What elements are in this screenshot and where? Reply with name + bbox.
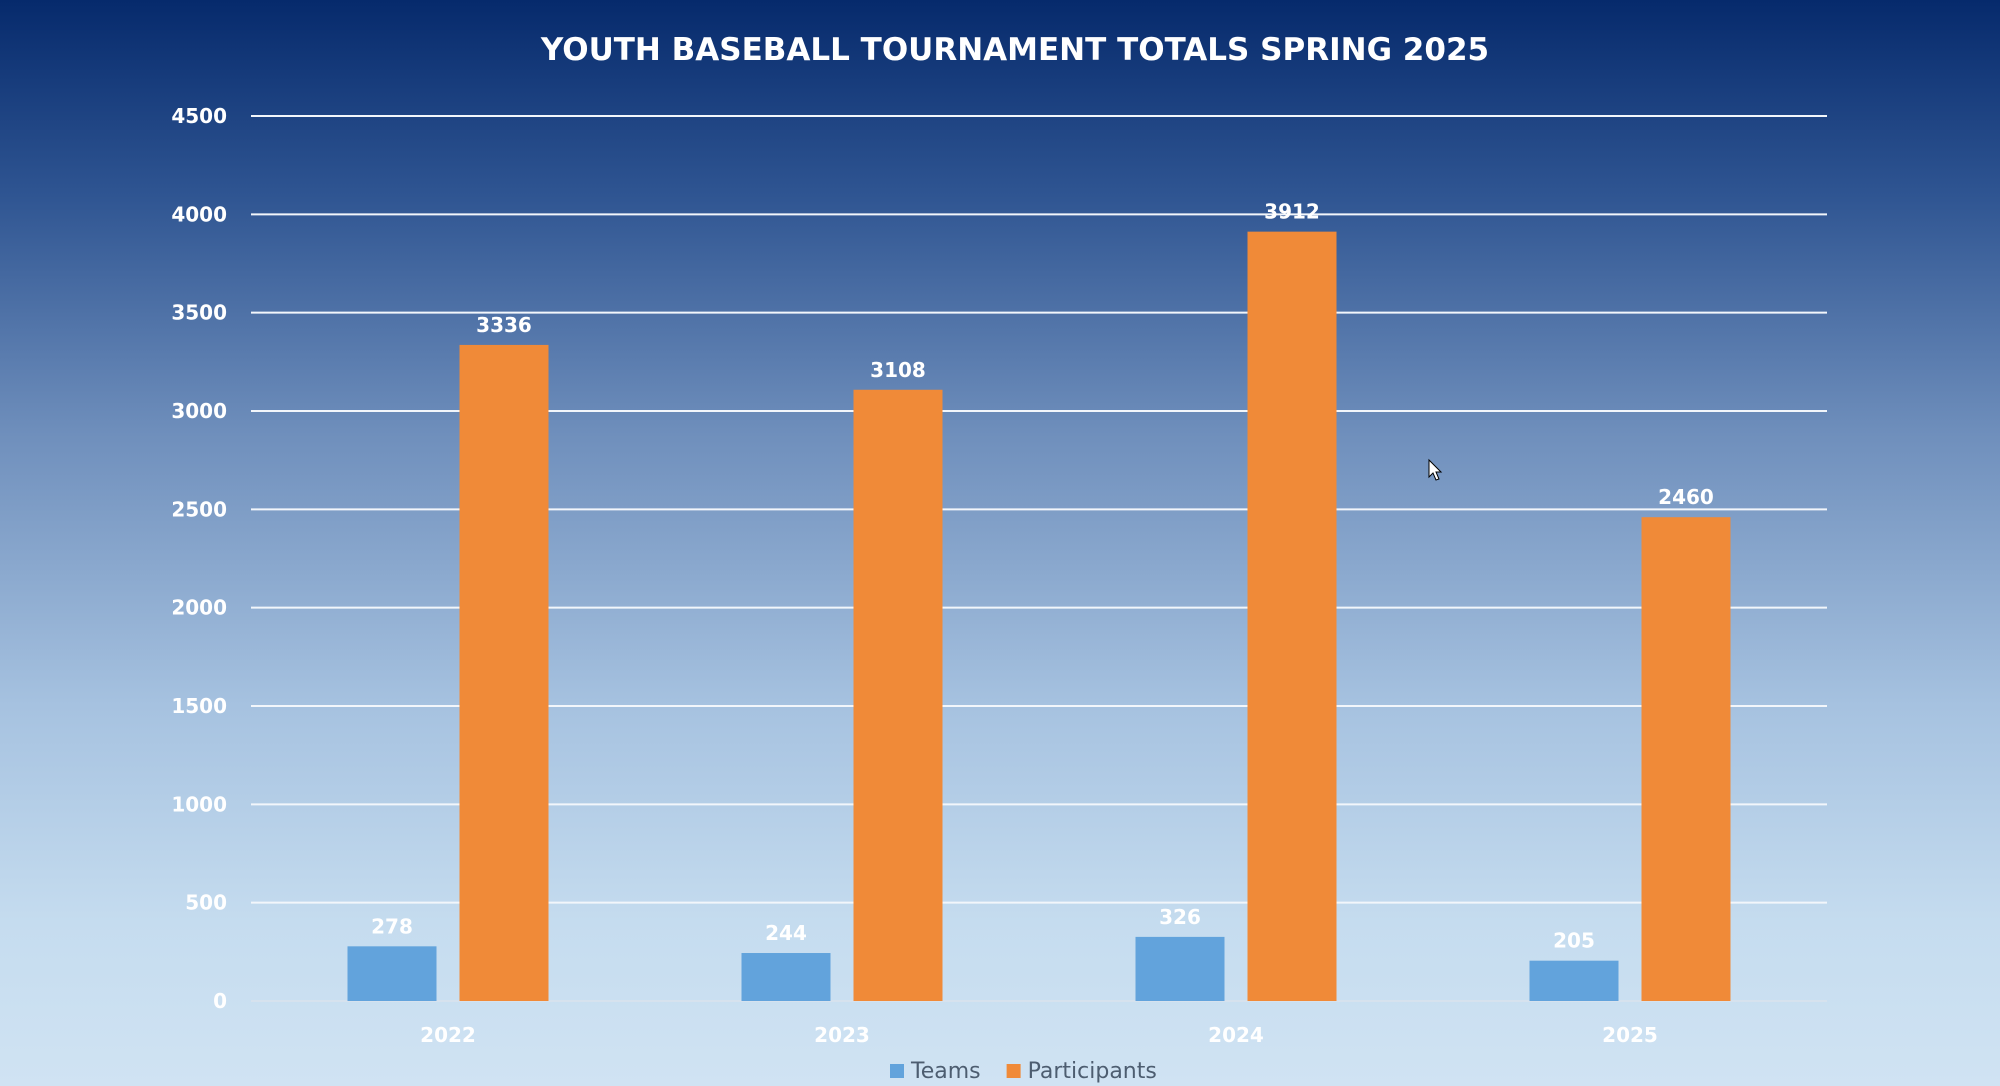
y-tick-label: 4000: [171, 202, 227, 226]
bar-teams-2024: [1135, 936, 1225, 1001]
data-label: 2460: [1658, 485, 1714, 509]
y-tick-label: 500: [185, 891, 227, 915]
y-tick-label: 3500: [171, 301, 227, 325]
x-tick-label: 2025: [1602, 1023, 1658, 1047]
y-tick-label: 1000: [171, 792, 227, 816]
bar-participants-2023: [853, 389, 943, 1001]
legend-swatch-teams: [890, 1064, 904, 1078]
bar-participants-2024: [1247, 231, 1337, 1001]
bar-teams-2025: [1529, 960, 1619, 1001]
x-tick-label: 2024: [1208, 1023, 1264, 1047]
chart-title: YOUTH BASEBALL TOURNAMENT TOTALS SPRING …: [540, 32, 1489, 68]
data-label: 3336: [476, 313, 532, 337]
bar-teams-2023: [741, 953, 831, 1001]
y-tick-label: 4500: [171, 104, 227, 128]
y-tick-label: 3000: [171, 399, 227, 423]
legend-label: Participants: [1028, 1059, 1157, 1084]
y-tick-label: 0: [213, 989, 227, 1013]
data-label: 278: [371, 914, 413, 938]
legend-swatch-participants: [1006, 1064, 1021, 1078]
y-tick-label: 2500: [171, 497, 227, 521]
bar-participants-2025: [1641, 517, 1731, 1001]
data-label: 205: [1553, 929, 1595, 953]
mouse-cursor-icon: [1428, 458, 1443, 481]
data-label: 326: [1159, 905, 1201, 929]
data-label: 3108: [870, 358, 926, 382]
data-label: 244: [765, 921, 807, 945]
y-tick-label: 2000: [171, 596, 227, 620]
x-tick-label: 2023: [814, 1023, 870, 1047]
bar-teams-2022: [347, 946, 437, 1001]
data-label: 3912: [1264, 200, 1320, 224]
x-tick-label: 2022: [420, 1023, 476, 1047]
legend-label: Teams: [910, 1059, 981, 1084]
y-tick-label: 1500: [171, 694, 227, 718]
bar-participants-2022: [459, 344, 549, 1001]
